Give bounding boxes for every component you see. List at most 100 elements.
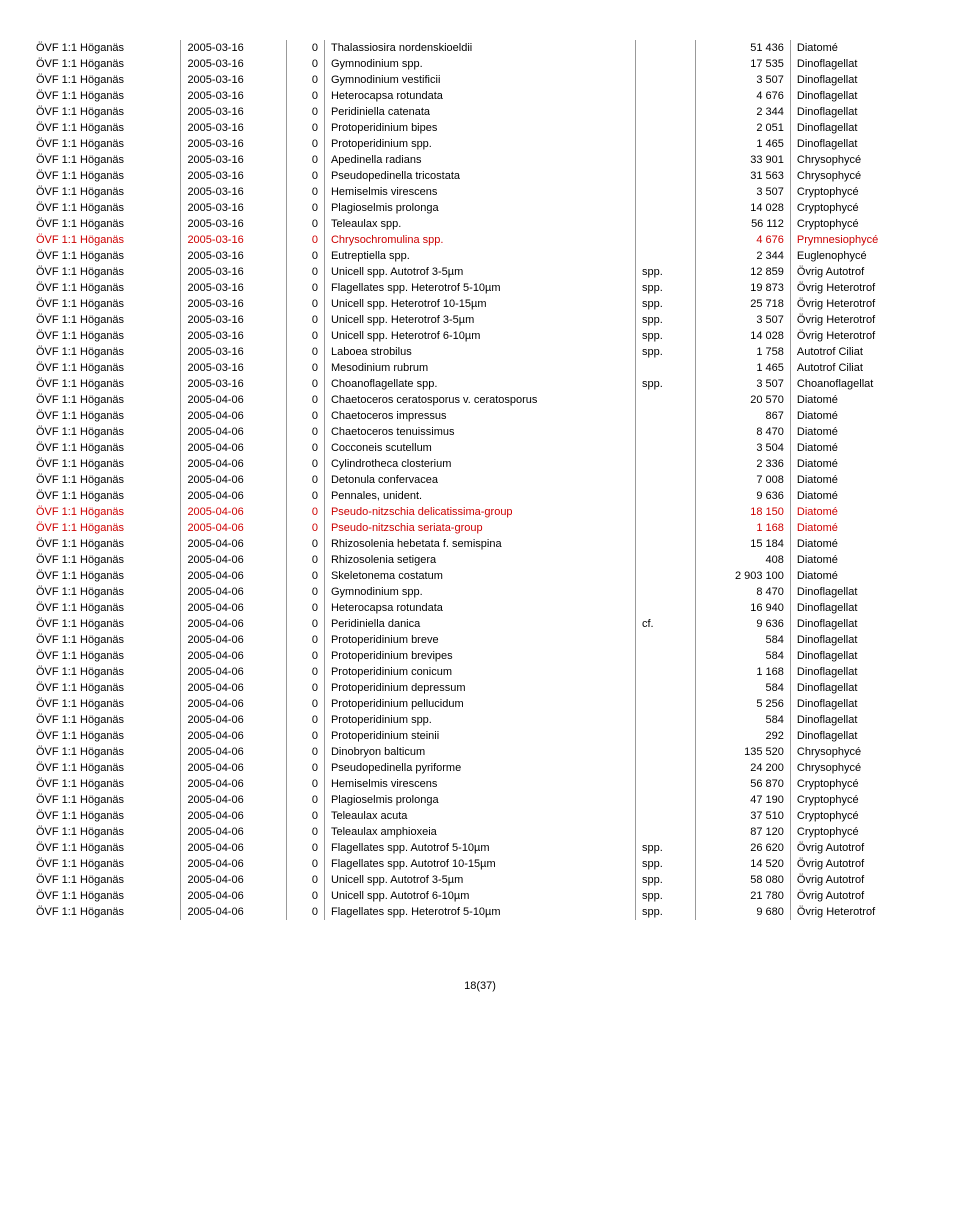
cell-c0: ÖVF 1:1 Höganäs	[30, 440, 181, 456]
table-row: ÖVF 1:1 Höganäs2005-04-060Protoperidiniu…	[30, 648, 930, 664]
cell-c6: Diatomé	[790, 536, 930, 552]
cell-c5: 1 465	[696, 136, 791, 152]
table-row: ÖVF 1:1 Höganäs2005-04-060Chaetoceros te…	[30, 424, 930, 440]
cell-c6: Dinoflagellat	[790, 680, 930, 696]
cell-c3: Peridiniella danica	[324, 616, 635, 632]
cell-c2: 0	[287, 392, 325, 408]
cell-c0: ÖVF 1:1 Höganäs	[30, 408, 181, 424]
cell-c6: Dinoflagellat	[790, 600, 930, 616]
cell-c6: Dinoflagellat	[790, 712, 930, 728]
cell-c5: 8 470	[696, 584, 791, 600]
cell-c3: Cocconeis scutellum	[324, 440, 635, 456]
cell-c1: 2005-03-16	[181, 216, 287, 232]
cell-c5: 5 256	[696, 696, 791, 712]
cell-c5: 9 680	[696, 904, 791, 920]
cell-c4	[635, 568, 695, 584]
cell-c4	[635, 712, 695, 728]
cell-c1: 2005-04-06	[181, 840, 287, 856]
cell-c2: 0	[287, 216, 325, 232]
cell-c4: spp.	[635, 280, 695, 296]
table-row: ÖVF 1:1 Höganäs2005-04-060Cocconeis scut…	[30, 440, 930, 456]
cell-c3: Teleaulax amphioxeia	[324, 824, 635, 840]
cell-c3: Laboea strobilus	[324, 344, 635, 360]
cell-c5: 21 780	[696, 888, 791, 904]
cell-c4	[635, 360, 695, 376]
cell-c5: 3 507	[696, 72, 791, 88]
cell-c6: Diatomé	[790, 504, 930, 520]
cell-c4: spp.	[635, 888, 695, 904]
cell-c1: 2005-03-16	[181, 104, 287, 120]
table-row: ÖVF 1:1 Höganäs2005-03-160Thalassiosira …	[30, 40, 930, 56]
table-row: ÖVF 1:1 Höganäs2005-04-060Flagellates sp…	[30, 904, 930, 920]
cell-c5: 14 520	[696, 856, 791, 872]
cell-c5: 19 873	[696, 280, 791, 296]
cell-c3: Peridiniella catenata	[324, 104, 635, 120]
table-row: ÖVF 1:1 Höganäs2005-04-060Hemiselmis vir…	[30, 776, 930, 792]
cell-c4	[635, 632, 695, 648]
cell-c1: 2005-03-16	[181, 168, 287, 184]
cell-c0: ÖVF 1:1 Höganäs	[30, 760, 181, 776]
cell-c6: Dinoflagellat	[790, 56, 930, 72]
cell-c4	[635, 776, 695, 792]
cell-c4: spp.	[635, 840, 695, 856]
cell-c0: ÖVF 1:1 Höganäs	[30, 744, 181, 760]
cell-c6: Choanoflagellat	[790, 376, 930, 392]
cell-c4: spp.	[635, 344, 695, 360]
cell-c3: Pseudo-nitzschia seriata-group	[324, 520, 635, 536]
cell-c3: Unicell spp. Heterotrof 10-15µm	[324, 296, 635, 312]
cell-c2: 0	[287, 280, 325, 296]
cell-c1: 2005-04-06	[181, 760, 287, 776]
cell-c2: 0	[287, 40, 325, 56]
cell-c3: Plagioselmis prolonga	[324, 792, 635, 808]
cell-c4	[635, 104, 695, 120]
cell-c1: 2005-04-06	[181, 632, 287, 648]
cell-c3: Unicell spp. Autotrof 3-5µm	[324, 872, 635, 888]
cell-c2: 0	[287, 792, 325, 808]
cell-c6: Diatomé	[790, 440, 930, 456]
cell-c4	[635, 168, 695, 184]
cell-c4	[635, 648, 695, 664]
table-row: ÖVF 1:1 Höganäs2005-03-160Chrysochromuli…	[30, 232, 930, 248]
table-row: ÖVF 1:1 Höganäs2005-04-060Plagioselmis p…	[30, 792, 930, 808]
table-row: ÖVF 1:1 Höganäs2005-04-060Rhizosolenia s…	[30, 552, 930, 568]
cell-c3: Gymnodinium spp.	[324, 584, 635, 600]
cell-c0: ÖVF 1:1 Höganäs	[30, 152, 181, 168]
cell-c6: Övrig Autotrof	[790, 888, 930, 904]
cell-c4	[635, 200, 695, 216]
cell-c5: 31 563	[696, 168, 791, 184]
cell-c0: ÖVF 1:1 Höganäs	[30, 248, 181, 264]
cell-c0: ÖVF 1:1 Höganäs	[30, 264, 181, 280]
cell-c2: 0	[287, 424, 325, 440]
cell-c5: 16 940	[696, 600, 791, 616]
cell-c1: 2005-03-16	[181, 40, 287, 56]
cell-c2: 0	[287, 200, 325, 216]
cell-c5: 3 507	[696, 312, 791, 328]
cell-c5: 25 718	[696, 296, 791, 312]
cell-c1: 2005-04-06	[181, 888, 287, 904]
cell-c2: 0	[287, 872, 325, 888]
cell-c3: Pseudopedinella pyriforme	[324, 760, 635, 776]
cell-c3: Detonula confervacea	[324, 472, 635, 488]
cell-c1: 2005-04-06	[181, 856, 287, 872]
cell-c6: Chrysophycé	[790, 152, 930, 168]
cell-c6: Autotrof Ciliat	[790, 344, 930, 360]
cell-c4: spp.	[635, 904, 695, 920]
table-row: ÖVF 1:1 Höganäs2005-04-060Protoperidiniu…	[30, 728, 930, 744]
cell-c0: ÖVF 1:1 Höganäs	[30, 536, 181, 552]
cell-c3: Unicell spp. Heterotrof 3-5µm	[324, 312, 635, 328]
cell-c6: Dinoflagellat	[790, 72, 930, 88]
cell-c3: Chrysochromulina spp.	[324, 232, 635, 248]
cell-c6: Dinoflagellat	[790, 88, 930, 104]
cell-c2: 0	[287, 344, 325, 360]
cell-c2: 0	[287, 136, 325, 152]
cell-c0: ÖVF 1:1 Höganäs	[30, 232, 181, 248]
cell-c2: 0	[287, 552, 325, 568]
cell-c5: 584	[696, 712, 791, 728]
cell-c1: 2005-03-16	[181, 264, 287, 280]
cell-c4	[635, 824, 695, 840]
cell-c4	[635, 232, 695, 248]
cell-c6: Chrysophycé	[790, 744, 930, 760]
cell-c0: ÖVF 1:1 Höganäs	[30, 344, 181, 360]
cell-c1: 2005-04-06	[181, 776, 287, 792]
cell-c5: 87 120	[696, 824, 791, 840]
